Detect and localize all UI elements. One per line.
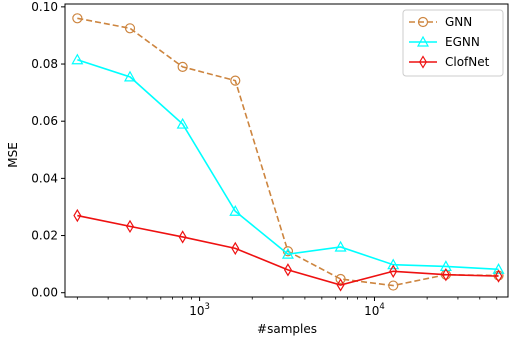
plot-border (64, 3, 509, 298)
data-point-egnn (71, 53, 84, 65)
legend-marker-clofnet (419, 55, 427, 69)
x-tick-exponent: 4 (379, 302, 384, 312)
legend-label-clofnet: ClofNet (445, 55, 490, 69)
y-tick-label: 0.10 (31, 0, 58, 14)
data-point-gnn (124, 23, 136, 34)
legend-box (402, 9, 504, 77)
legend-entry-egnn: EGNN (409, 35, 480, 49)
data-point-gnn (388, 280, 399, 291)
plot-area (64, 3, 509, 298)
legend-label-gnn: GNN (445, 15, 472, 29)
data-point-egnn (123, 70, 137, 82)
series-layer (71, 13, 505, 292)
series-line-gnn (77, 17, 499, 287)
legend-entry-gnn: GNN (409, 15, 472, 29)
data-point-clofnet (178, 230, 187, 244)
legend: GNN EGNN ClofNet (402, 9, 504, 77)
data-point-egnn (492, 263, 505, 274)
legend-entry-clofnet: ClofNet (409, 55, 490, 69)
data-point-gnn (72, 13, 83, 24)
data-point-gnn (230, 75, 241, 86)
x-tick-label: 103 (189, 302, 210, 318)
y-tick-label: 0.06 (31, 114, 58, 128)
y-tick-label: 0.04 (31, 171, 58, 185)
y-axis-label: MSE (6, 142, 20, 168)
series-clofnet (73, 208, 503, 292)
legend-label-egnn: EGNN (445, 35, 480, 49)
legend-marker-gnn (417, 16, 429, 28)
data-point-clofnet (73, 208, 82, 223)
data-point-egnn (334, 240, 347, 252)
data-point-clofnet (441, 268, 450, 282)
series-line-egnn (77, 58, 499, 271)
data-point-egnn (176, 117, 189, 129)
data-point-egnn (281, 247, 294, 259)
x-tick-label: 104 (364, 302, 385, 318)
y-axis: 0.00 0.02 0.04 0.06 0.08 0.10 (31, 0, 65, 300)
series-line-clofnet (77, 214, 499, 286)
x-tick-base: 10 (364, 304, 379, 318)
x-axis-label: #samples (257, 322, 317, 336)
y-tick-label: 0.02 (31, 229, 58, 243)
series-egnn (71, 53, 505, 274)
data-point-egnn (387, 258, 400, 270)
data-point-egnn (229, 205, 242, 216)
data-point-clofnet (125, 219, 134, 234)
data-point-gnn (335, 273, 346, 285)
y-tick-label: 0.08 (31, 57, 58, 71)
x-tick-base: 10 (189, 304, 204, 318)
data-point-clofnet (494, 269, 503, 283)
data-point-clofnet (336, 278, 345, 292)
data-point-clofnet (283, 263, 292, 277)
x-tick-exponent: 3 (205, 302, 210, 312)
data-point-clofnet (231, 241, 240, 256)
y-tick-label: 0.00 (31, 286, 58, 300)
legend-marker-egnn (416, 35, 430, 47)
data-point-clofnet (389, 264, 398, 278)
data-point-egnn (439, 260, 452, 272)
x-axis: 103 104 (76, 297, 498, 318)
data-point-gnn (177, 61, 188, 72)
